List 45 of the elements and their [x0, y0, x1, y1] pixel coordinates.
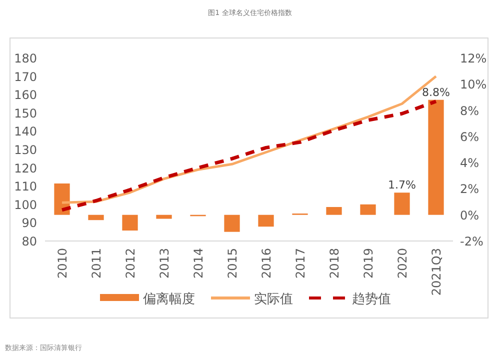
x-tick-label: 2012: [124, 248, 138, 279]
x-tick-label: 2010: [56, 248, 70, 279]
x-tick-label: 2013: [158, 248, 172, 279]
bar: [224, 214, 240, 232]
y-tick-label: 120: [14, 161, 37, 176]
y2-tick-label: 6%: [460, 130, 480, 144]
y-tick-label: 90: [22, 216, 37, 230]
y-tick-label: 100: [14, 198, 37, 212]
x-tick-label: 2020: [396, 248, 410, 279]
bar: [326, 207, 342, 215]
legend-label: 偏离幅度: [143, 291, 195, 307]
legend-label: 实际值: [254, 292, 293, 307]
legend-label: 趋势值: [352, 292, 391, 307]
y2-tick-label: 12%: [460, 52, 487, 66]
y-tick-label: 80: [22, 234, 37, 248]
x-tick-label: 2011: [90, 248, 104, 279]
bar: [258, 214, 274, 227]
x-tick-label: 2021Q3: [430, 248, 444, 296]
y-tick-label: 180: [14, 52, 37, 66]
bar: [156, 214, 172, 219]
data-label: 1.7%: [388, 178, 416, 192]
x-tick-label: 2019: [362, 248, 376, 279]
y-tick-label: 140: [14, 124, 37, 139]
bar: [394, 192, 410, 215]
x-tick-label: 2015: [226, 248, 240, 279]
bar: [428, 100, 444, 215]
bar: [122, 214, 138, 231]
y2-tick-label: 0%: [460, 208, 480, 222]
x-tick-label: 2016: [260, 248, 274, 279]
x-tick-label: 2014: [192, 248, 206, 279]
data-label: 8.8%: [422, 86, 450, 99]
y-tick-label: 170: [14, 70, 37, 84]
bar: [88, 214, 104, 220]
y2-tick-label: 10%: [460, 78, 487, 92]
y2-tick-label: 8%: [460, 104, 480, 118]
y-tick-label: 130: [14, 143, 37, 157]
x-tick-label: 2018: [328, 248, 342, 279]
y2-tick-label: 2%: [460, 182, 480, 196]
y-tick-label: 110: [14, 180, 37, 194]
y-tick-label: 150: [14, 106, 37, 120]
y-tick-label: 160: [14, 88, 37, 102]
y2-tick-label: -2%: [460, 234, 484, 248]
y2-tick-label: 4%: [460, 156, 480, 170]
bar: [360, 204, 376, 215]
x-tick-label: 2017: [294, 248, 308, 279]
